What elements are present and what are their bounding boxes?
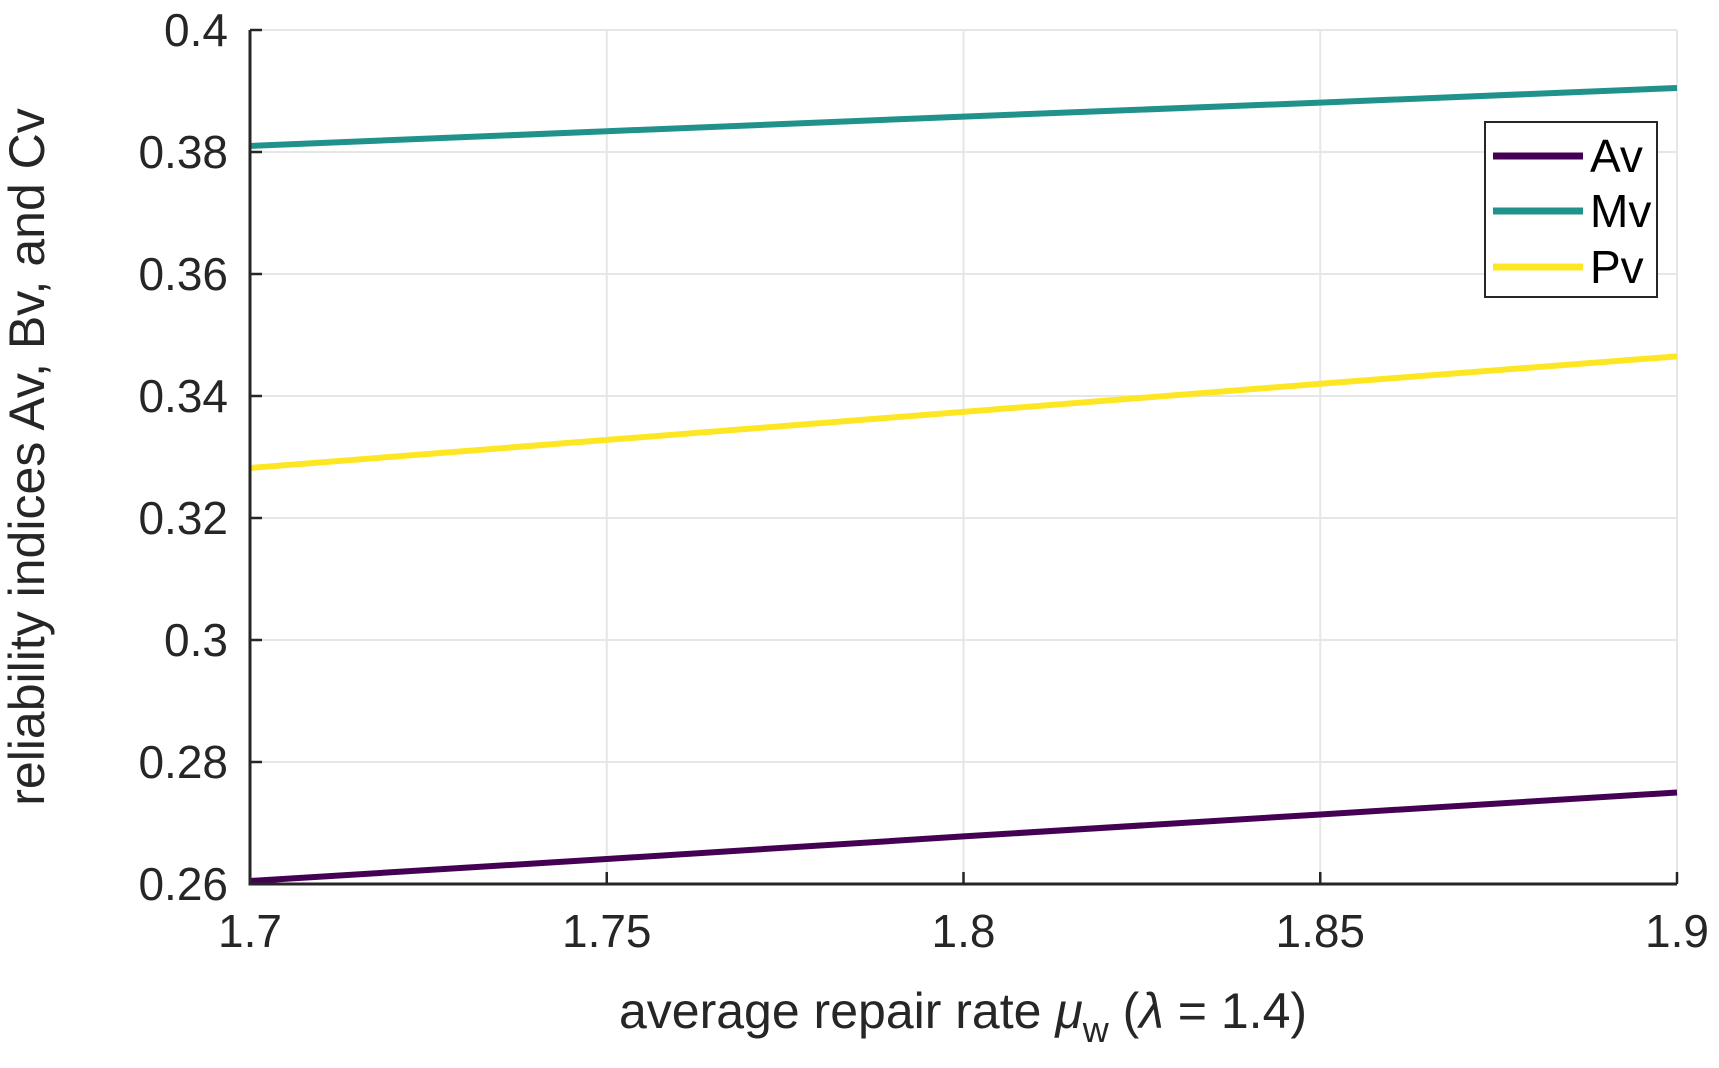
x-tick-label: 1.85 [1275,905,1365,957]
y-tick-label: 0.28 [138,736,228,788]
legend-label-pv: Pv [1590,241,1644,293]
tick-label-layer: 0.26 0.28 0.3 0.32 0.34 0.36 0.38 0.4 1.7 1.75 1.8… [138,4,1709,957]
y-tick-label: 0.34 [138,370,228,422]
x-axis-label: average repair rate μw (λ = 1.4) [619,983,1307,1050]
y-tick-label: 0.38 [138,126,228,178]
y-tick-label: 0.4 [164,4,228,56]
x-tick-label: 1.8 [932,905,996,957]
grid-layer [249,29,1678,885]
axis-layer [248,28,1679,886]
x-tick-label: 1.7 [218,905,282,957]
y-tick-label: 0.36 [138,248,228,300]
legend-label-av: Av [1590,130,1643,182]
series-line-pv [249,353,1678,471]
mu-symbol: μ [1053,983,1082,1039]
y-tick-label: 0.26 [138,858,228,910]
y-tick-label: 0.3 [164,614,228,666]
series-layer [249,84,1678,884]
series-line-av [249,789,1678,884]
x-tick-label: 1.9 [1645,905,1709,957]
y-tick-label: 0.32 [138,492,228,544]
mu-subscript: w [1082,1009,1110,1050]
y-axis-label: reliability indices Av, Bv, and Cv [0,108,55,806]
x-axis-label-prefix: average repair rate [619,983,1055,1039]
x-axis-label-suffix: = 1.4) [1164,983,1307,1039]
x-axis-label-mid: ( [1109,983,1140,1039]
lambda-symbol: λ [1136,983,1164,1039]
series-line-mv [249,84,1678,149]
legend-label-mv: Mv [1590,185,1651,237]
x-tick-label: 1.75 [562,905,652,957]
